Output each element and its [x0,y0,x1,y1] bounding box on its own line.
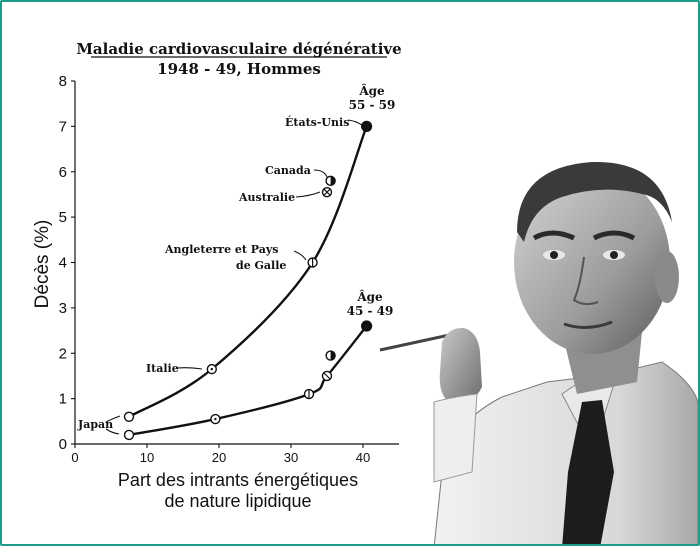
label-angleterre-line1: Angleterre et Pays [164,243,279,256]
arrow-japan-bottom [105,428,120,435]
arrow-japan-top [105,415,121,423]
arrow-australie [295,191,321,198]
y-tick-label: 2 [59,345,67,362]
series-55-label-line1: Âge [358,83,385,98]
data-point-age-55-59 [123,411,135,422]
data-point-age-45-49 [303,388,315,400]
data-point-age-55-59 [307,257,318,268]
left-eyebrow [532,230,576,241]
label-italie: Italie [146,362,179,375]
data-point-age-45-49 [123,429,135,441]
series-45-label-line2: 45 - 49 [347,304,394,318]
curve-age-55-59 [128,125,368,418]
data-point-age-45-49 [361,320,373,332]
chart-title: Maladie cardiovasculaire dégénérative [76,40,401,58]
data-point-age-55-59 [325,175,336,187]
x-axis-label-line2: de nature lipidique [164,491,311,511]
chart-subtitle: 1948 - 49, Hommes [157,60,321,78]
data-points-group [123,120,373,441]
right-pupil [610,251,618,259]
label-australie: Australie [238,191,295,204]
data-point-age-55-59 [321,186,333,198]
y-tick-label: 7 [59,118,67,135]
label-canada: Canada [265,164,311,177]
y-tick-label: 6 [59,164,67,181]
data-point-age-45-49 [321,370,333,382]
pencil [379,332,455,352]
y-tick-label: 3 [59,300,67,317]
y-axis-label: Décès (%) [32,220,53,309]
x-tick-label: 30 [284,450,298,465]
head [514,170,670,354]
y-tick-label: 5 [59,209,67,226]
x-axis-label-line1: Part des intrants énergétiques [118,470,358,490]
y-tick-label: 8 [59,73,67,90]
right-eyebrow [592,230,636,241]
data-point-age-45-49 [325,350,336,361]
x-tick-label: 10 [140,450,154,465]
x-tick-group: 0 10 20 30 40 [71,444,370,465]
hand [439,327,482,405]
arrow-italie [176,367,203,370]
label-etats-unis: États-Unis [285,115,349,129]
arrow-canada [313,169,328,178]
x-tick-label: 40 [356,450,370,465]
series-55-label-line2: 55 - 59 [349,98,396,112]
label-japan: Japan [77,418,113,431]
x-tick-label: 0 [71,450,78,465]
y-tick-label: 4 [59,255,67,272]
curve-age-45-49 [128,325,368,437]
arrow-angleterre [293,250,307,261]
data-point-age-55-59 [361,120,373,132]
ear [655,251,679,303]
sleeve [433,393,478,483]
label-angleterre-line2: de Galle [236,259,286,272]
arrow-etats-unis [347,119,363,126]
series-45-label-line1: Âge [356,289,383,304]
data-point-age-55-59 [206,363,218,375]
nose [572,256,599,306]
y-tick-group: 0 1 2 3 4 5 6 7 8 [59,73,75,453]
annotation-arrows [105,119,363,435]
necktie [562,400,614,544]
y-tick-label: 0 [59,436,67,453]
x-tick-label: 20 [212,450,226,465]
hair [517,161,672,242]
data-point-age-45-49 [210,413,221,425]
mouth [563,320,613,329]
left-pupil [550,251,558,259]
y-tick-label: 1 [59,391,67,408]
